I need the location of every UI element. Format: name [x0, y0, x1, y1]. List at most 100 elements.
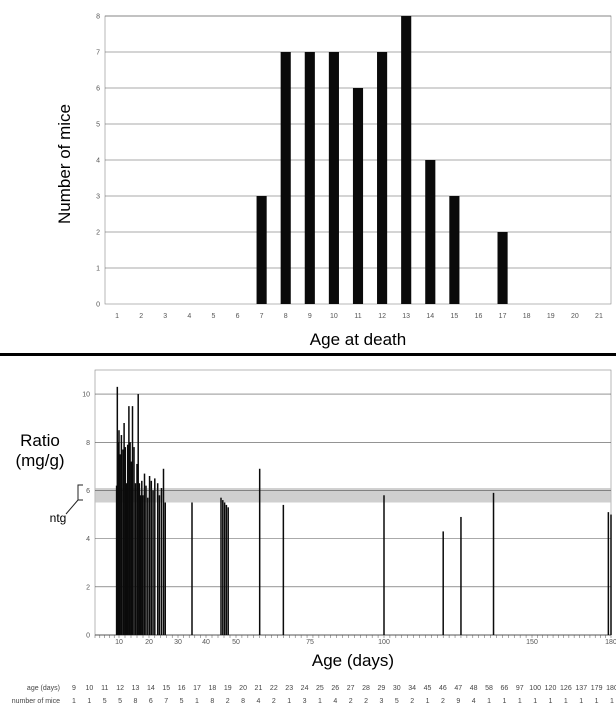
ratio-bar [607, 512, 610, 635]
table-mice-value: 2 [364, 698, 368, 705]
sample-count-table: age (days) number of mice 9 10 11 12 13 14 15 1… [12, 685, 616, 705]
ratio-bar [223, 502, 226, 635]
ratio-bar [147, 497, 149, 635]
top-bar [425, 160, 436, 304]
table-age-value: 58 [485, 685, 493, 692]
top-x-axis-title: Age at death [310, 330, 406, 349]
table-mice-value: 1 [564, 698, 568, 705]
ntg-leader-line [65, 499, 79, 515]
ratio-bar [139, 495, 142, 635]
top-x-tick-label: 3 [163, 313, 167, 320]
bottom-y-tick-label: 8 [86, 440, 90, 447]
bottom-y-tick-label: 0 [86, 633, 90, 640]
bottom-x-tick-label: 50 [232, 639, 240, 646]
table-mice-value: 4 [257, 698, 261, 705]
top-x-tick-label: 8 [284, 313, 288, 320]
table-mice-value: 8 [134, 698, 138, 705]
bottom-x-tick-label: 75 [306, 639, 314, 646]
top-y-tick-label: 8 [96, 14, 100, 21]
table-age-value: 24 [301, 685, 309, 692]
ratio-bar [120, 435, 123, 635]
top-x-tick-label: 5 [211, 313, 215, 320]
top-bars [256, 16, 508, 304]
top-bar [328, 52, 339, 304]
top-x-tick-label: 17 [499, 313, 507, 320]
table-age-value: 20 [239, 685, 247, 692]
ratio-bar [191, 502, 193, 635]
table-age-value: 28 [362, 685, 370, 692]
top-x-tick-label: 9 [308, 313, 312, 320]
top-y-tick-label: 7 [96, 50, 100, 57]
table-mice-value: 5 [103, 698, 107, 705]
ratio-bar [154, 478, 156, 635]
top-gridlines [105, 15, 611, 269]
top-x-tick-label: 11 [354, 313, 361, 320]
ratio-bar [142, 495, 144, 635]
top-y-axis-title: Number of mice [55, 104, 74, 224]
ratio-bar [225, 504, 228, 635]
top-y-tick-label: 2 [96, 230, 100, 237]
table-mice-value: 1 [549, 698, 553, 705]
bottom-x-tick-label: 100 [378, 639, 390, 646]
table-mice-value: 4 [333, 698, 337, 705]
table-mice-value: 1 [87, 698, 91, 705]
top-x-tick-labels: 1 2 3 4 5 6 7 8 9 10 11 12 13 14 15 16 17 18 19 20 21 [115, 313, 603, 320]
table-age-value: 14 [147, 685, 155, 692]
bottom-x-axis-title: Age (days) [312, 651, 394, 670]
table-mice-value: 9 [456, 698, 460, 705]
ratio-bar [125, 483, 128, 635]
ratio-bar [122, 449, 124, 635]
top-x-tick-label: 19 [547, 313, 555, 320]
table-age-value: 126 [560, 685, 572, 692]
top-x-tick-label: 13 [402, 313, 410, 320]
ratio-bar [158, 495, 161, 635]
top-bar [304, 52, 315, 304]
top-x-tick-label: 21 [595, 313, 603, 320]
ratio-bar [383, 495, 385, 635]
table-age-value: 45 [424, 685, 432, 692]
bottom-y-tick-labels: 0 2 4 6 8 10 [82, 392, 90, 640]
ratio-bar [610, 514, 612, 635]
table-mice-value: 6 [149, 698, 153, 705]
table-mice-value: 5 [180, 698, 184, 705]
table-age-value: 21 [255, 685, 263, 692]
top-bar [497, 232, 508, 304]
table-mice-value: 1 [610, 698, 614, 705]
ratio-bar [258, 468, 261, 635]
table-age-value: 179 [591, 685, 603, 692]
table-age-value: 9 [72, 685, 76, 692]
table-mice-value: 5 [395, 698, 399, 705]
panel-divider [0, 353, 616, 356]
table-mice-value: 1 [518, 698, 522, 705]
table-mice-value: 2 [226, 698, 230, 705]
table-mice-value: 4 [472, 698, 476, 705]
bottom-x-tick-label: 180 [605, 639, 616, 646]
ratio-bar [119, 454, 121, 635]
table-age-value: 30 [393, 685, 401, 692]
top-x-tick-label: 18 [523, 313, 531, 320]
table-age-value: 48 [470, 685, 478, 692]
table-age-value: 10 [85, 685, 93, 692]
ratio-bar [164, 502, 166, 635]
table-age-value: 46 [439, 685, 447, 692]
table-age-value: 120 [545, 685, 557, 692]
ratio-bar [152, 490, 154, 635]
table-age-value: 22 [270, 685, 278, 692]
table-age-value: 17 [193, 685, 201, 692]
top-x-tick-label: 16 [475, 313, 483, 320]
ratio-bar [143, 473, 146, 635]
table-mice-value: 7 [164, 698, 168, 705]
ntg-band [95, 488, 611, 503]
table-age-value: 25 [316, 685, 324, 692]
ratio-bar [134, 483, 137, 635]
bottom-x-tick-labels: 10 20 30 40 50 75 100 150 180 [94, 634, 616, 646]
ratio-bar [492, 492, 495, 635]
table-age-value: 97 [516, 685, 524, 692]
top-x-tick-label: 15 [450, 313, 458, 320]
bottom-x-tick-label: 30 [174, 639, 182, 646]
top-x-tick-label: 1 [115, 313, 119, 320]
table-mice-value: 3 [303, 698, 307, 705]
table-age-value: 47 [454, 685, 462, 692]
top-y-tick-label: 4 [96, 158, 100, 165]
